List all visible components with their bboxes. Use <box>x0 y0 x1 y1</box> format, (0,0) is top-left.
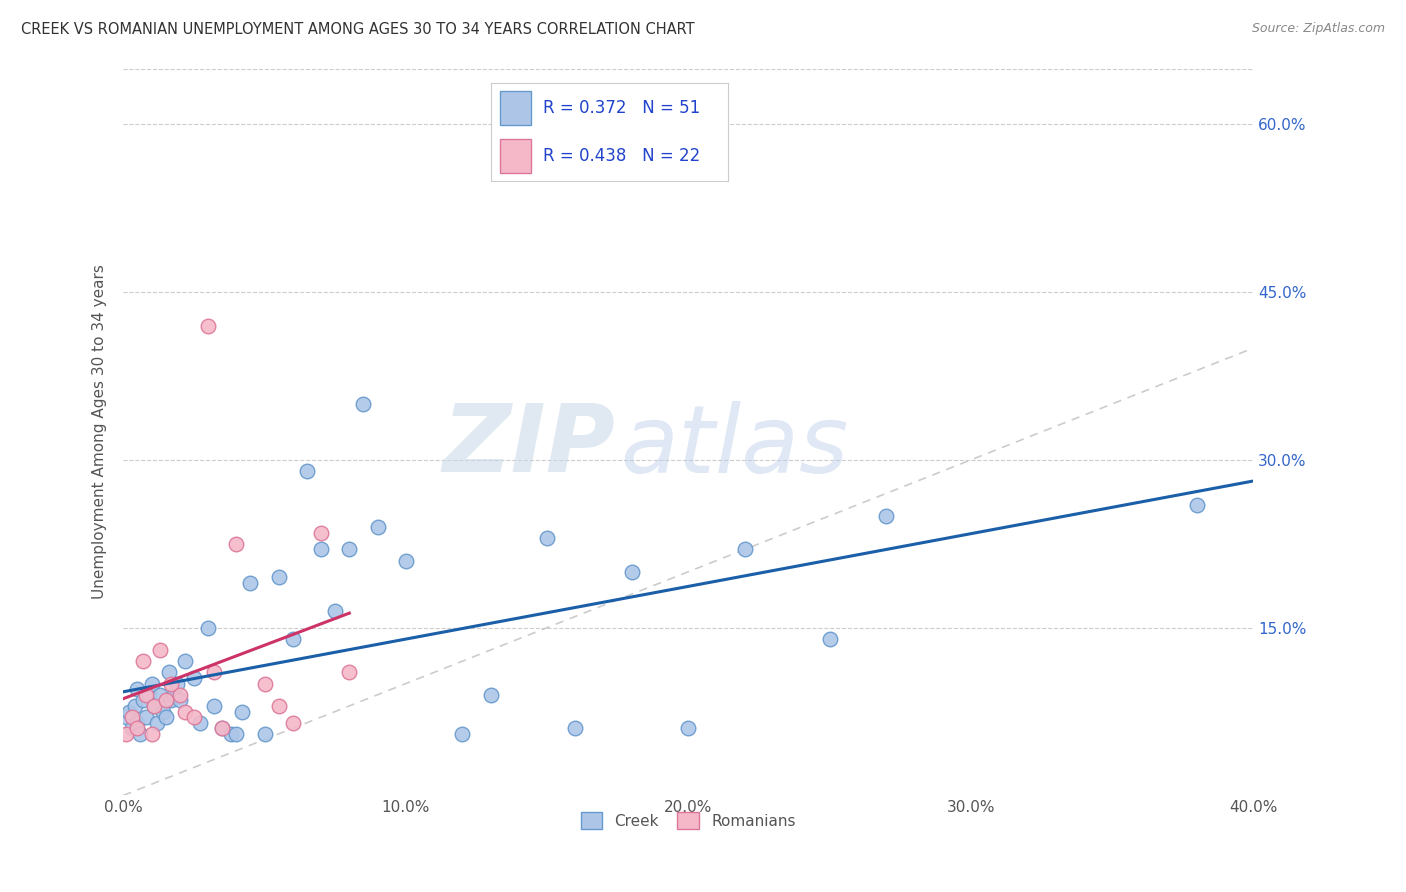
Point <box>367 520 389 534</box>
Text: Source: ZipAtlas.com: Source: ZipAtlas.com <box>1251 22 1385 36</box>
Point <box>211 721 233 735</box>
Point <box>281 715 304 730</box>
Point <box>395 553 418 567</box>
Point <box>323 604 346 618</box>
Point <box>146 715 169 730</box>
Point <box>479 688 502 702</box>
Point <box>564 721 586 735</box>
Point <box>337 542 360 557</box>
Point <box>169 688 191 702</box>
Point <box>875 508 897 523</box>
Point <box>155 710 177 724</box>
Point <box>166 676 188 690</box>
Point <box>143 698 166 713</box>
Point <box>253 727 276 741</box>
Point <box>197 318 219 333</box>
Text: atlas: atlas <box>620 401 849 492</box>
Point <box>138 688 160 702</box>
Point <box>536 531 558 545</box>
Point <box>135 688 157 702</box>
Point <box>174 654 197 668</box>
Point <box>115 710 138 724</box>
Point <box>309 525 332 540</box>
Text: ZIP: ZIP <box>441 401 614 492</box>
Point <box>183 710 205 724</box>
Point <box>135 710 157 724</box>
Point <box>155 693 177 707</box>
Point <box>149 643 172 657</box>
Point <box>152 705 174 719</box>
Point <box>678 721 700 735</box>
Point <box>118 705 141 719</box>
Point <box>127 682 149 697</box>
Point <box>239 576 262 591</box>
Point <box>169 693 191 707</box>
Point <box>253 676 276 690</box>
Point <box>115 727 138 741</box>
Point <box>219 727 242 741</box>
Point <box>202 698 225 713</box>
Point <box>337 665 360 680</box>
Point <box>295 464 318 478</box>
Point <box>620 565 643 579</box>
Point <box>183 671 205 685</box>
Point <box>160 693 183 707</box>
Text: CREEK VS ROMANIAN UNEMPLOYMENT AMONG AGES 30 TO 34 YEARS CORRELATION CHART: CREEK VS ROMANIAN UNEMPLOYMENT AMONG AGE… <box>21 22 695 37</box>
Point <box>143 698 166 713</box>
Point <box>127 721 149 735</box>
Point <box>132 654 155 668</box>
Point <box>267 698 290 713</box>
Point <box>231 705 253 719</box>
Point <box>141 727 163 741</box>
Point <box>124 698 146 713</box>
Point <box>157 665 180 680</box>
Legend: Creek, Romanians: Creek, Romanians <box>575 806 801 835</box>
Point <box>267 570 290 584</box>
Point <box>160 676 183 690</box>
Point <box>188 715 211 730</box>
Point <box>281 632 304 646</box>
Point <box>121 710 143 724</box>
Point <box>174 705 197 719</box>
Point <box>451 727 474 741</box>
Point <box>163 688 186 702</box>
Point <box>202 665 225 680</box>
Point <box>197 621 219 635</box>
Point <box>129 727 152 741</box>
Y-axis label: Unemployment Among Ages 30 to 34 years: Unemployment Among Ages 30 to 34 years <box>93 265 107 599</box>
Point <box>225 537 247 551</box>
Point <box>141 676 163 690</box>
Point <box>121 721 143 735</box>
Point <box>309 542 332 557</box>
Point <box>127 715 149 730</box>
Point <box>734 542 756 557</box>
Point <box>149 688 172 702</box>
Point <box>818 632 841 646</box>
Point <box>352 397 374 411</box>
Point <box>132 693 155 707</box>
Point <box>1185 498 1208 512</box>
Point <box>211 721 233 735</box>
Point <box>225 727 247 741</box>
